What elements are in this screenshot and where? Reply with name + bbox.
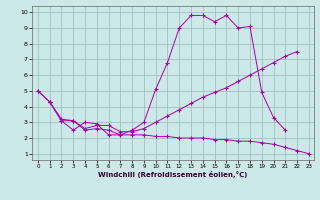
X-axis label: Windchill (Refroidissement éolien,°C): Windchill (Refroidissement éolien,°C)	[98, 171, 247, 178]
